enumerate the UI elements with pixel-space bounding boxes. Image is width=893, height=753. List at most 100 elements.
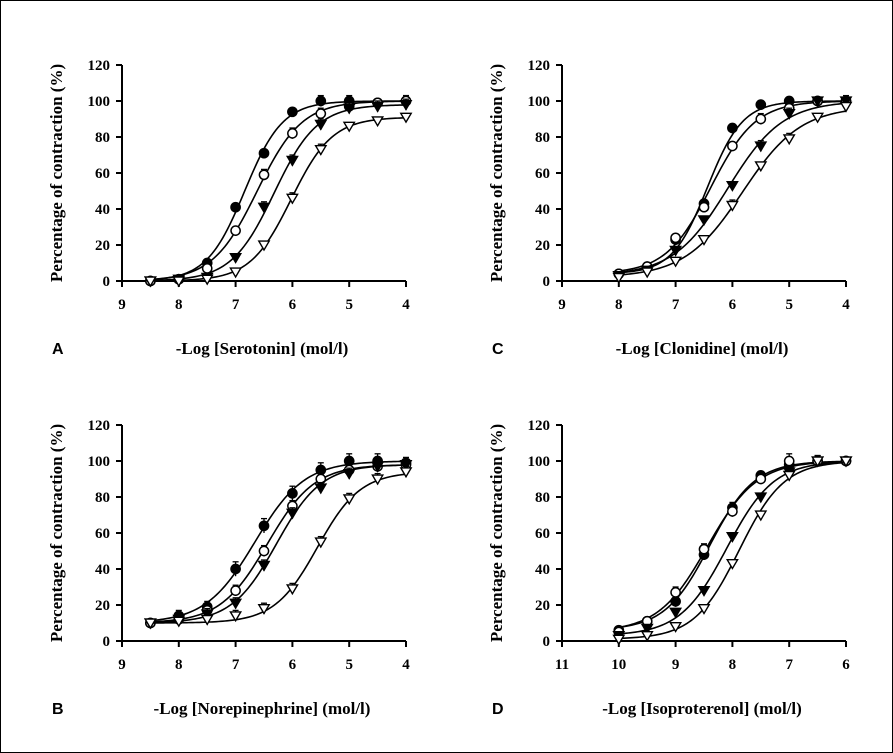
y-tick-label: 40 <box>535 202 550 218</box>
fit-curve <box>150 100 407 281</box>
data-point-filled-down-triangle <box>640 623 654 635</box>
data-point-open-down-triangle <box>640 630 654 642</box>
fit-curve <box>150 100 406 281</box>
data-point-open-circle <box>727 140 738 152</box>
data-point-open-down-triangle <box>200 274 214 286</box>
data-point-open-down-triangle <box>200 614 214 626</box>
y-tick-label: 20 <box>535 598 550 614</box>
series-open-down-triangle <box>143 465 413 630</box>
data-point-filled-down-triangle <box>342 103 356 115</box>
x-tick-label: 5 <box>785 297 793 313</box>
data-point-open-down-triangle <box>229 267 243 279</box>
x-tick-label: 6 <box>289 297 297 313</box>
chart-panel-c: 0 20 40 60 80 100 120 9 8 7 6 5 4 Percentage of contr… <box>487 58 853 358</box>
y-tick-label: 20 <box>535 238 550 254</box>
data-point-open-down-triangle <box>725 200 739 212</box>
x-tick-label: 7 <box>672 297 680 313</box>
data-point-open-circle <box>258 169 270 181</box>
x-tick-label: 9 <box>118 297 126 313</box>
data-point-filled-circle <box>230 201 241 213</box>
y-tick-label: 100 <box>528 94 551 110</box>
data-point-open-circle <box>287 128 298 139</box>
data-point-open-circle <box>670 232 681 244</box>
data-point-filled-down-triangle <box>229 252 243 264</box>
data-point-filled-down-triangle <box>371 101 385 113</box>
y-tick-label: 60 <box>535 526 550 542</box>
data-point-open-down-triangle <box>399 112 413 124</box>
x-tick-label: 9 <box>672 657 680 673</box>
data-point-filled-down-triangle <box>285 508 299 520</box>
x-axis-title: -Log [Isoproterenol] (mol/l) <box>602 699 802 718</box>
y-tick-label: 60 <box>95 166 110 182</box>
data-point-open-down-triangle <box>172 616 186 628</box>
data-point-open-down-triangle <box>697 603 711 615</box>
fit-curve <box>150 464 407 624</box>
data-point-open-circle <box>670 587 681 598</box>
data-point-open-down-triangle <box>399 467 413 479</box>
x-tick-label: 4 <box>402 297 410 313</box>
y-tick-label: 120 <box>88 58 111 74</box>
y-tick-label: 60 <box>535 166 550 182</box>
data-point-open-down-triangle <box>314 144 328 156</box>
data-point-open-down-triangle <box>754 161 768 173</box>
x-tick-label: 6 <box>842 657 850 673</box>
panel-letter: B <box>52 701 64 718</box>
y-tick-label: 80 <box>535 490 550 506</box>
data-point-open-down-triangle <box>257 603 271 615</box>
y-tick-label: 20 <box>95 598 110 614</box>
x-tick-label: 9 <box>558 297 566 313</box>
data-point-filled-circle <box>287 106 298 118</box>
data-point-open-down-triangle <box>342 121 356 133</box>
fit-curve <box>150 473 407 624</box>
series-open-circle <box>613 453 852 638</box>
y-tick-label: 100 <box>88 454 111 470</box>
y-tick-label: 80 <box>95 130 110 146</box>
x-tick-label: 4 <box>842 297 850 313</box>
fit-curve <box>618 461 847 635</box>
data-point-open-circle <box>698 543 710 555</box>
y-tick-label: 0 <box>543 634 551 650</box>
data-point-open-down-triangle <box>285 193 299 205</box>
data-point-open-down-triangle <box>839 101 853 113</box>
x-axis-title: -Log [Serotonin] (mol/l) <box>176 339 349 358</box>
y-tick-label: 0 <box>543 274 551 290</box>
x-axis-title: -Log [Norepinephrine] (mol/l) <box>154 699 371 718</box>
y-tick-label: 80 <box>95 490 110 506</box>
data-point-filled-down-triangle <box>697 215 711 227</box>
series-filled-circle <box>613 454 852 636</box>
chart-panel-b: 0 20 40 60 80 100 120 9 8 7 6 5 4 Percentage of contr… <box>47 418 413 718</box>
data-point-open-down-triangle <box>669 256 683 268</box>
data-point-open-down-triangle <box>782 470 796 482</box>
data-point-filled-down-triangle <box>257 202 271 214</box>
data-point-open-down-triangle <box>697 234 711 246</box>
x-tick-label: 8 <box>729 657 737 673</box>
data-point-open-circle <box>727 506 738 517</box>
fit-curve <box>150 117 407 282</box>
data-point-open-circle <box>783 455 795 467</box>
data-point-open-down-triangle <box>669 621 683 633</box>
data-point-open-down-triangle <box>782 134 796 146</box>
data-point-filled-down-triangle <box>669 245 683 257</box>
data-point-open-circle <box>755 473 767 485</box>
data-point-filled-down-triangle <box>839 96 853 108</box>
x-tick-label: 8 <box>615 297 623 313</box>
data-point-filled-down-triangle <box>754 141 768 153</box>
data-point-open-circle <box>755 113 767 125</box>
panel-letter: C <box>492 341 504 358</box>
data-point-open-down-triangle <box>725 558 739 570</box>
x-axis-title: -Log [Clonidine] (mol/l) <box>616 339 789 358</box>
data-point-open-circle <box>230 225 241 236</box>
x-tick-label: 6 <box>729 297 737 313</box>
data-point-filled-down-triangle <box>754 492 768 504</box>
y-tick-label: 120 <box>88 418 111 434</box>
data-point-open-down-triangle <box>839 456 853 468</box>
data-point-open-down-triangle <box>612 634 626 646</box>
data-point-filled-down-triangle <box>257 560 271 572</box>
data-point-open-down-triangle <box>143 276 157 288</box>
chart-panel-a: 0 20 40 60 80 100 120 9 8 7 6 5 4 Percentage of contr… <box>47 58 413 358</box>
x-tick-label: 4 <box>402 657 410 673</box>
y-tick-label: 40 <box>535 562 550 578</box>
y-tick-label: 100 <box>88 94 111 110</box>
data-point-open-circle <box>315 108 327 119</box>
x-tick-label: 7 <box>232 657 240 673</box>
